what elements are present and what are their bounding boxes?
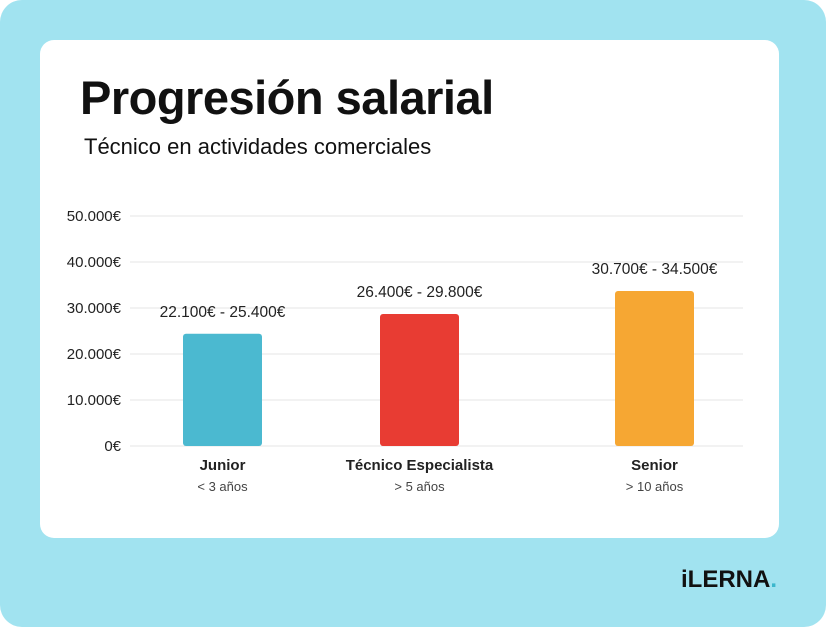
x-category-label: Junior: [200, 457, 246, 474]
bar-junior: [183, 333, 262, 446]
chart-title: Progresión salarial: [80, 71, 494, 124]
bar-senior: [615, 290, 694, 446]
y-tick-label: 20.000€: [67, 346, 122, 363]
ilerna-logo: iLERNA.: [681, 566, 778, 593]
y-tick-label: 30.000€: [67, 300, 122, 317]
chart-subtitle: Técnico en actividades comerciales: [84, 134, 432, 159]
data-label: 26.400€ - 29.800€: [357, 284, 483, 301]
y-tick-label: 10.000€: [67, 392, 122, 409]
chart-card: [40, 40, 779, 538]
bar-técnico-especialista: [380, 313, 459, 446]
data-label: 30.700€ - 34.500€: [592, 261, 718, 278]
y-tick-label: 0€: [104, 438, 121, 455]
x-category-sublabel: > 10 años: [626, 479, 684, 494]
y-tick-label: 50.000€: [67, 208, 122, 225]
x-category-sublabel: < 3 años: [197, 479, 248, 494]
y-tick-label: 40.000€: [67, 254, 122, 271]
data-label: 22.100€ - 25.400€: [160, 304, 286, 321]
x-category-label: Senior: [631, 457, 678, 474]
x-category-label: Técnico Especialista: [346, 457, 494, 474]
x-category-sublabel: > 5 años: [394, 479, 445, 494]
